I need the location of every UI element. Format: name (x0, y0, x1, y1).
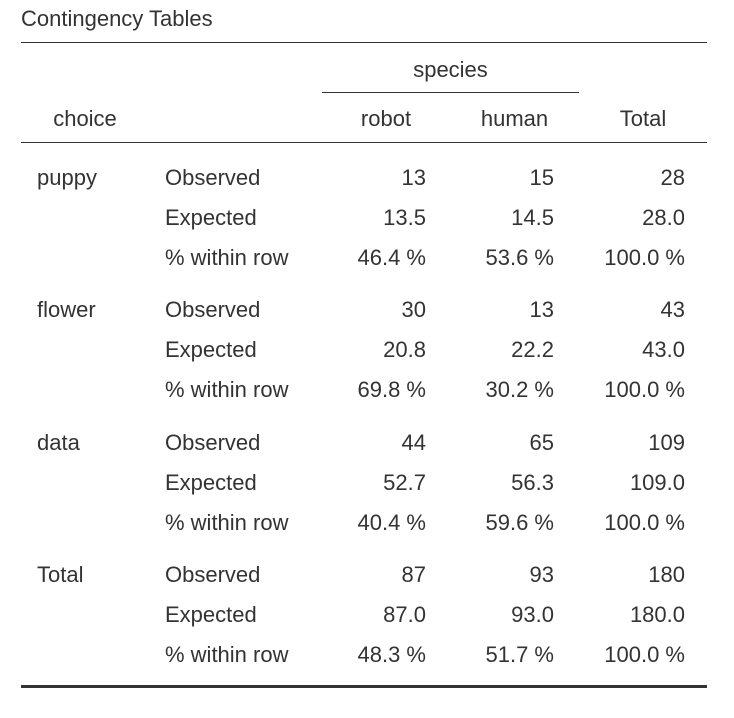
cell-human: 51.7 % (485, 642, 555, 667)
cell-robot: 69.8 % (357, 377, 427, 402)
cell-human: 30.2 % (485, 377, 555, 402)
cell-human: 93.0 (511, 602, 554, 627)
row-stat-label: Observed (165, 297, 261, 322)
cell-robot: 13 (401, 165, 426, 190)
row-stat-label: Observed (165, 430, 261, 455)
cell-total: 100.0 % (604, 245, 685, 270)
species-rule (322, 92, 579, 93)
header-choice: choice (53, 106, 117, 131)
header-rule (21, 142, 707, 143)
cell-total: 180.0 (629, 602, 685, 627)
cell-robot: 13.5 (383, 205, 426, 230)
row-stat-label: Observed (165, 165, 261, 190)
table-title: Contingency Tables (21, 6, 213, 31)
cell-robot: 87 (401, 562, 426, 587)
bottom-rule (21, 685, 707, 688)
cell-total: 43 (660, 297, 685, 322)
cell-human: 13 (529, 297, 554, 322)
header-human: human (480, 106, 549, 131)
row-stat-label: % within row (165, 510, 289, 535)
cell-human: 53.6 % (485, 245, 555, 270)
row-stat-label: Observed (165, 562, 261, 587)
cell-robot: 40.4 % (357, 510, 427, 535)
cell-total: 109 (648, 430, 685, 455)
cell-total: 100.0 % (604, 510, 685, 535)
group-label: puppy (37, 165, 97, 190)
cell-robot: 30 (401, 297, 426, 322)
row-stat-label: % within row (165, 377, 289, 402)
cell-human: 22.2 (511, 337, 554, 362)
cell-human: 93 (529, 562, 554, 587)
cell-total: 100.0 % (604, 642, 685, 667)
cell-human: 56.3 (511, 470, 554, 495)
row-stat-label: Expected (165, 205, 257, 230)
cell-total: 109.0 (629, 470, 685, 495)
cell-robot: 44 (401, 430, 426, 455)
row-stat-label: Expected (165, 337, 257, 362)
cell-robot: 48.3 % (357, 642, 427, 667)
cell-human: 15 (529, 165, 554, 190)
row-stat-label: Expected (165, 470, 257, 495)
cell-total: 28 (660, 165, 685, 190)
row-stat-label: % within row (165, 245, 289, 270)
cell-human: 14.5 (511, 205, 554, 230)
cell-total: 180 (648, 562, 685, 587)
cell-human: 65 (529, 430, 554, 455)
group-label: flower (37, 297, 96, 322)
row-stat-label: Expected (165, 602, 257, 627)
header-total: Total (619, 106, 667, 131)
header-species: species (413, 57, 488, 82)
cell-human: 59.6 % (485, 510, 555, 535)
row-stat-label: % within row (165, 642, 289, 667)
cell-robot: 46.4 % (357, 245, 427, 270)
group-label: Total (37, 562, 84, 587)
group-label: data (37, 430, 80, 455)
header-robot: robot (360, 106, 412, 131)
cell-total: 100.0 % (604, 377, 685, 402)
top-rule (21, 42, 707, 43)
cell-total: 28.0 (642, 205, 685, 230)
cell-robot: 87.0 (383, 602, 426, 627)
cell-robot: 52.7 (383, 470, 426, 495)
cell-robot: 20.8 (383, 337, 426, 362)
cell-total: 43.0 (642, 337, 685, 362)
